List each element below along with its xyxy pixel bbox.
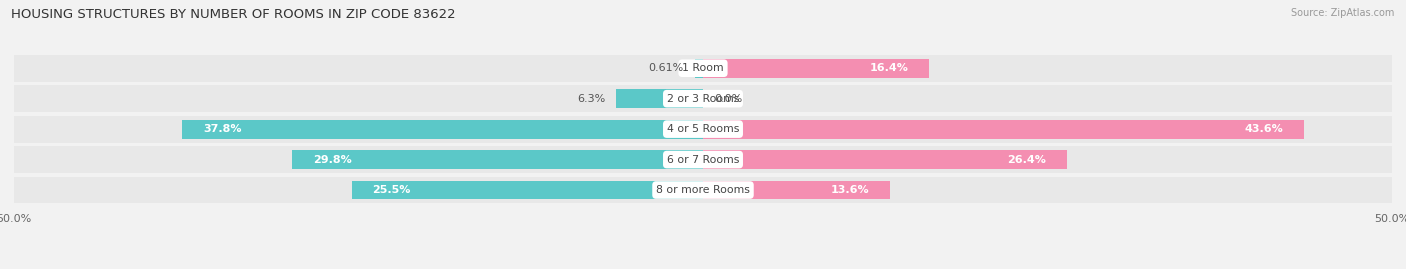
Text: 2 or 3 Rooms: 2 or 3 Rooms	[666, 94, 740, 104]
Text: 26.4%: 26.4%	[1007, 155, 1046, 165]
Text: 6 or 7 Rooms: 6 or 7 Rooms	[666, 155, 740, 165]
Text: HOUSING STRUCTURES BY NUMBER OF ROOMS IN ZIP CODE 83622: HOUSING STRUCTURES BY NUMBER OF ROOMS IN…	[11, 8, 456, 21]
Bar	[695, 59, 703, 78]
Bar	[616, 89, 703, 108]
Bar	[14, 55, 1392, 82]
Text: 4 or 5 Rooms: 4 or 5 Rooms	[666, 124, 740, 134]
Bar	[14, 146, 1392, 173]
Bar	[292, 150, 703, 169]
Bar	[183, 120, 703, 139]
Bar	[703, 150, 1067, 169]
Bar	[14, 85, 1392, 112]
Bar	[703, 120, 1303, 139]
Text: 29.8%: 29.8%	[314, 155, 352, 165]
Text: 25.5%: 25.5%	[373, 185, 411, 195]
Bar	[14, 116, 1392, 143]
Bar	[703, 180, 890, 200]
Bar	[352, 180, 703, 200]
Text: 16.4%: 16.4%	[869, 63, 908, 73]
Text: 8 or more Rooms: 8 or more Rooms	[657, 185, 749, 195]
Text: 6.3%: 6.3%	[576, 94, 605, 104]
Text: 1 Room: 1 Room	[682, 63, 724, 73]
Text: Source: ZipAtlas.com: Source: ZipAtlas.com	[1291, 8, 1395, 18]
Bar	[703, 59, 929, 78]
Bar	[14, 177, 1392, 203]
Text: 43.6%: 43.6%	[1244, 124, 1284, 134]
Text: 0.0%: 0.0%	[714, 94, 742, 104]
Text: 0.61%: 0.61%	[648, 63, 683, 73]
Text: 13.6%: 13.6%	[831, 185, 870, 195]
Text: 37.8%: 37.8%	[202, 124, 242, 134]
